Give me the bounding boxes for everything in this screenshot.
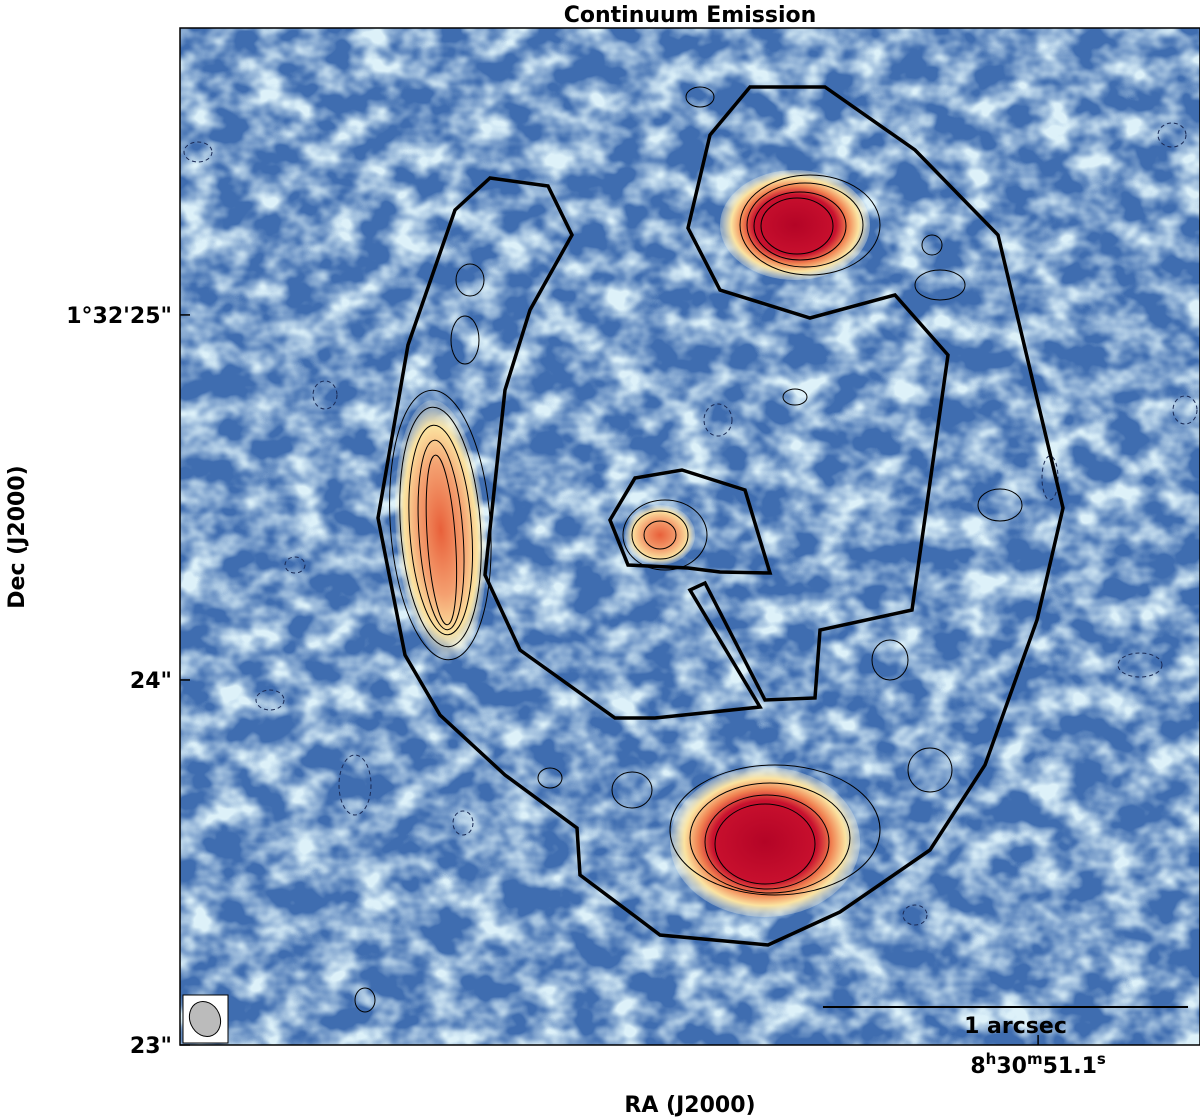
x-axis-label: RA (J2000) <box>624 1093 755 1118</box>
x-tick-number: 30 <box>996 1054 1027 1079</box>
beam <box>188 1000 222 1038</box>
plot-frame <box>179 27 1200 1046</box>
emission-map <box>180 28 1200 1045</box>
mask-outline <box>376 85 1065 947</box>
y-axis-label: Dec (J2000) <box>5 465 30 608</box>
chart-title: Continuum Emission <box>564 3 817 28</box>
y-tick-label: 23" <box>130 1034 172 1059</box>
x-tick-unit: s <box>1097 1050 1106 1068</box>
y-tick-label: 1°32'25" <box>66 304 172 329</box>
x-tick-unit: h <box>986 1050 997 1068</box>
x-tick-unit: m <box>1027 1050 1043 1068</box>
x-tick-label: 8h30m51.1s <box>970 1050 1106 1079</box>
mask-outline <box>608 468 773 575</box>
x-tick-number: 8 <box>970 1054 985 1079</box>
scale-bar-label: 1 arcsec <box>964 1014 1067 1039</box>
x-tick-number: 51.1 <box>1043 1054 1097 1079</box>
y-tick-label: 24" <box>130 669 172 694</box>
